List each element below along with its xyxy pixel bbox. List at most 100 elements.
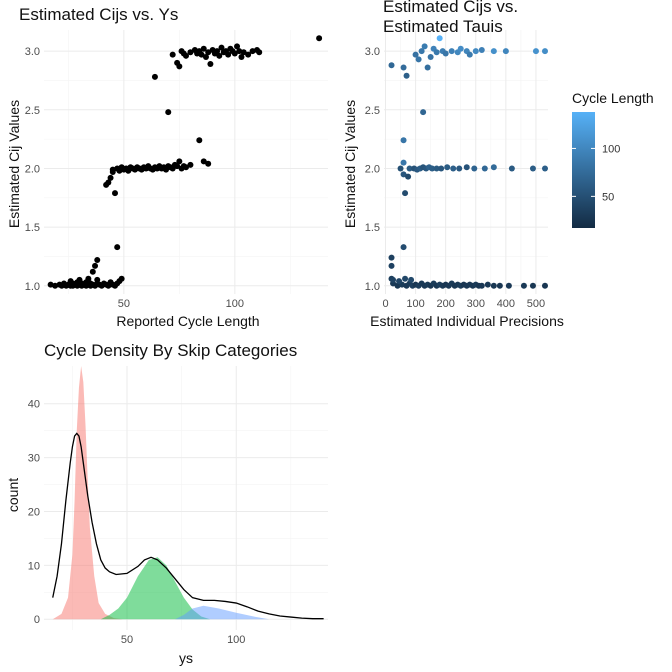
data-point — [196, 137, 203, 144]
y-tick-label: 2.0 — [365, 163, 380, 175]
data-point — [94, 256, 101, 263]
data-point — [200, 45, 207, 52]
data-point — [316, 35, 323, 42]
data-point — [205, 49, 212, 56]
x-tick-label: 50 — [121, 634, 133, 646]
data-point — [202, 53, 209, 60]
data-point — [406, 165, 413, 172]
data-point — [438, 165, 445, 172]
data-point — [400, 244, 407, 251]
panel3-y-axis-label: count — [5, 478, 21, 512]
data-point — [448, 48, 455, 55]
data-point — [471, 165, 478, 172]
data-point — [421, 43, 428, 50]
y-tick-label: 1.0 — [25, 281, 40, 293]
data-point — [388, 262, 395, 269]
data-point — [240, 49, 247, 56]
x-tick-label: 500 — [527, 298, 545, 310]
data-point — [400, 137, 407, 144]
data-point — [174, 163, 181, 170]
data-point — [85, 275, 92, 282]
data-point — [400, 171, 407, 178]
y-tick-label: 30 — [28, 453, 40, 465]
data-point — [529, 165, 536, 172]
data-point — [490, 282, 497, 289]
y-tick-label: 40 — [28, 399, 40, 411]
panel1-x-axis-label: Reported Cycle Length — [116, 313, 259, 329]
data-point — [541, 48, 548, 55]
color-legend: Cycle Length 50 100 — [572, 90, 654, 228]
data-point — [198, 51, 205, 58]
data-point — [444, 164, 451, 171]
data-point — [429, 165, 436, 172]
data-point — [508, 165, 515, 172]
data-point — [67, 278, 74, 285]
panel3-x-axis-label: ys — [179, 650, 193, 666]
data-point — [234, 43, 241, 50]
data-point — [105, 179, 112, 186]
panel-density: Cycle Density By Skip Categories 0 10 20 30… — [5, 341, 328, 666]
y-tick-label: 3.0 — [25, 46, 40, 58]
data-point — [187, 49, 194, 56]
y-tick-label: 20 — [28, 506, 40, 518]
panel2-x-axis-label: Estimated Individual Precisions — [370, 313, 564, 329]
data-point — [481, 165, 488, 172]
data-point — [433, 49, 440, 56]
data-point — [412, 51, 419, 58]
data-point — [400, 64, 407, 71]
data-point — [394, 282, 401, 289]
data-point — [245, 51, 252, 58]
data-point — [420, 109, 427, 116]
data-point — [187, 161, 194, 168]
legend-tick-label: 50 — [602, 191, 614, 203]
x-tick-label: 100 — [226, 298, 244, 310]
data-point — [490, 164, 497, 171]
data-point — [529, 282, 536, 289]
data-point — [231, 50, 238, 57]
data-point — [472, 48, 479, 55]
legend-title: Cycle Length — [572, 90, 654, 106]
x-tick-label: 400 — [497, 298, 515, 310]
y-tick-label: 2.0 — [25, 163, 40, 175]
y-tick-label: 3.0 — [365, 46, 380, 58]
data-point — [457, 45, 464, 52]
data-point — [165, 109, 172, 116]
legend-colorbar — [572, 112, 595, 228]
data-point — [207, 61, 214, 68]
y-tick-label: 2.5 — [365, 105, 380, 117]
data-point — [415, 56, 422, 63]
panel-cij-vs-ys: Estimated Cijs vs. Ys 1.0 1.5 2.0 2.5 3.0 50… — [6, 5, 328, 329]
data-point — [107, 174, 114, 181]
data-point — [76, 276, 83, 283]
panel2-title: Estimated Cijs vs. Estimated Tauis — [383, 0, 523, 36]
y-tick-label: 1.0 — [365, 281, 380, 293]
x-tick-label: 100 — [406, 298, 424, 310]
data-point — [214, 48, 221, 55]
y-tick-label: 0 — [34, 614, 40, 626]
panel2-title-line2: Estimated Tauis — [383, 17, 503, 36]
data-point — [436, 35, 443, 42]
panel2-title-line1: Estimated Cijs vs. — [383, 0, 518, 16]
data-point — [397, 165, 404, 172]
y-tick-label: 10 — [28, 560, 40, 572]
data-point — [403, 72, 410, 79]
data-point — [216, 52, 223, 59]
data-point — [114, 244, 121, 251]
data-point — [205, 160, 212, 167]
data-point — [433, 165, 440, 172]
x-tick-label: 300 — [467, 298, 485, 310]
data-point — [176, 63, 183, 70]
data-point — [151, 73, 158, 80]
data-point — [390, 276, 397, 283]
density-area-series-2 — [100, 557, 211, 620]
data-point — [418, 48, 425, 55]
data-point — [169, 51, 176, 58]
data-point — [225, 51, 232, 58]
data-point — [402, 190, 409, 197]
data-point — [450, 165, 457, 172]
legend-tick-label: 100 — [602, 143, 620, 155]
data-point — [183, 164, 189, 171]
data-point — [463, 164, 470, 171]
data-point — [502, 48, 509, 55]
